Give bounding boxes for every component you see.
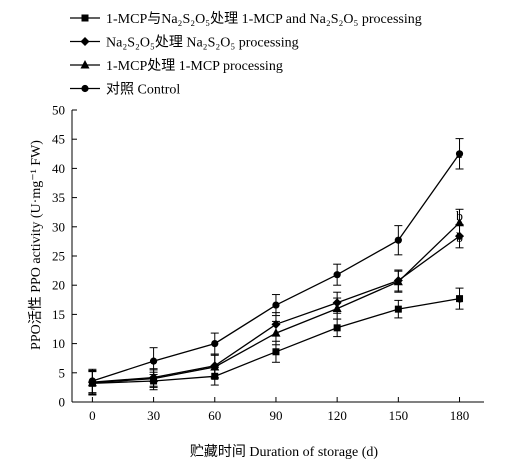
data-point <box>272 301 280 309</box>
data-point <box>455 217 465 227</box>
legend-marker <box>80 60 90 69</box>
x-tick-label: 120 <box>327 408 347 423</box>
data-point <box>149 357 158 365</box>
data-point <box>333 324 341 332</box>
data-point <box>88 377 96 385</box>
significance-label: a <box>456 147 463 162</box>
x-tick-label: 90 <box>269 408 282 423</box>
data-point <box>394 305 402 313</box>
data-point <box>393 276 403 286</box>
y-tick-label: 10 <box>52 336 65 351</box>
legend-marker <box>80 37 90 46</box>
data-point <box>456 295 464 303</box>
x-tick-label: 180 <box>450 408 470 423</box>
y-tick-label: 20 <box>52 278 65 293</box>
legend-item: 1-MCP处理 1-MCP processing <box>70 58 283 74</box>
significance-label: b <box>456 231 463 246</box>
y-tick-label: 30 <box>52 219 65 234</box>
y-axis-label: PPO活性 PPO activity (U·mg⁻¹ FW) <box>28 140 44 350</box>
data-point <box>394 236 402 244</box>
legend-item: 对照 Control <box>70 82 180 98</box>
data-point <box>211 340 219 348</box>
y-tick-label: 50 <box>52 103 65 118</box>
legend-label: 对照 Control <box>106 82 180 98</box>
x-tick-label: 60 <box>208 408 221 423</box>
legend: 1-MCP与Na₂S₂O₅处理 1-MCP and Na₂S₂O₅ proces… <box>70 11 422 98</box>
axes: 0 5 10 15 20 25 30 35 40 45 50 0 30 60 90 120 150 180 <box>52 103 484 423</box>
data-point <box>455 150 464 158</box>
legend-label: 1-MCP与Na₂S₂O₅处理 1-MCP and Na₂S₂O₅ proces… <box>106 11 422 27</box>
x-tick-label: 30 <box>147 408 160 423</box>
y-tick-label: 45 <box>52 132 65 147</box>
x-tick-label: 0 <box>89 408 96 423</box>
data-point <box>332 303 342 313</box>
legend-marker <box>81 14 89 22</box>
y-tick-label: 25 <box>52 249 65 264</box>
significance-label: b <box>456 210 463 225</box>
legend-label: Na₂S₂O₅处理 Na₂S₂O₅ processing <box>106 35 299 51</box>
data-point <box>149 373 159 383</box>
y-tick-label: 5 <box>59 365 66 380</box>
legend-marker <box>81 84 89 93</box>
data-point <box>271 328 281 337</box>
y-tick-label: 0 <box>59 395 66 410</box>
y-tick-label: 35 <box>52 190 65 205</box>
significance-label: c <box>456 292 462 307</box>
y-tick-label: 40 <box>52 161 65 176</box>
data-point <box>272 348 280 356</box>
data-point <box>333 271 341 279</box>
series-layer: c bb a <box>87 138 465 396</box>
y-tick-label: 15 <box>52 307 65 322</box>
legend-item: Na₂S₂O₅处理 Na₂S₂O₅ processing <box>70 35 299 51</box>
legend-label: 1-MCP处理 1-MCP processing <box>106 58 283 74</box>
x-tick-label: 150 <box>389 408 409 423</box>
legend-item: 1-MCP与Na₂S₂O₅处理 1-MCP and Na₂S₂O₅ proces… <box>70 11 422 27</box>
x-axis-label: 贮藏时间 Duration of storage (d) <box>190 444 379 460</box>
data-point <box>210 361 220 371</box>
series-circle: a <box>88 138 464 394</box>
